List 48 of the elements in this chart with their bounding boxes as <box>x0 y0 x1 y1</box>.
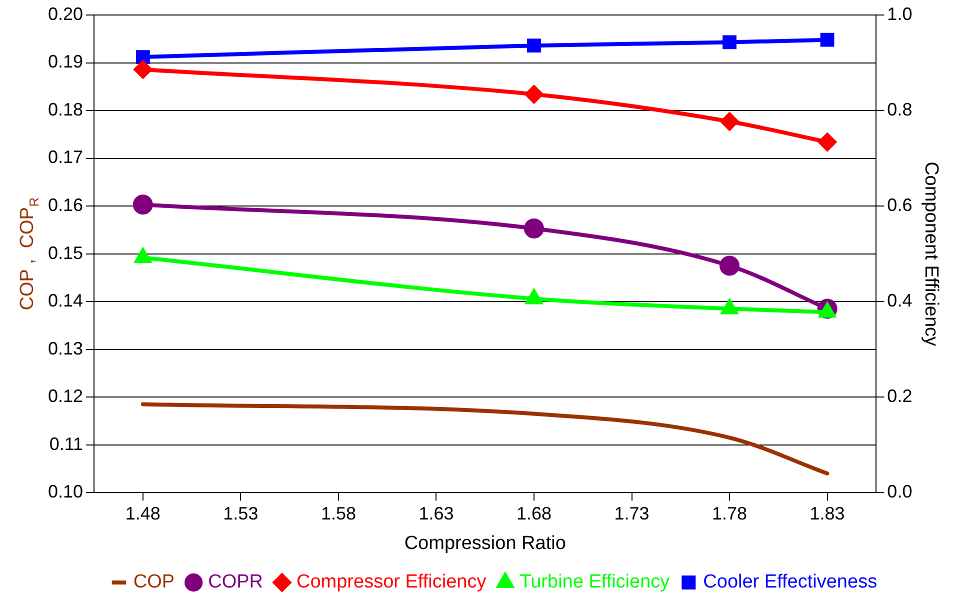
y-tick-label: 0.12 <box>48 386 84 406</box>
x-tick-label: 1.48 <box>125 503 160 524</box>
y-tick-label: 0.17 <box>48 147 84 168</box>
y2-tick-label: 0.4 <box>887 290 912 311</box>
x-tick-label: 1.63 <box>418 503 454 524</box>
y-tick-label: 0.13 <box>48 338 84 358</box>
point <box>526 290 542 304</box>
point <box>524 218 544 238</box>
y2-tick-label: 0.2 <box>887 386 912 406</box>
point <box>132 194 153 215</box>
point <box>820 32 834 47</box>
y-tick-label: 0.18 <box>48 99 84 120</box>
point <box>134 248 151 264</box>
y-tick-label: 0.19 <box>48 52 84 72</box>
y-tick-label: 0.16 <box>48 195 84 216</box>
x-tick-label: 1.58 <box>320 503 356 524</box>
x-tick-label: 1.53 <box>223 503 258 524</box>
y-tick-label: 0.11 <box>49 434 84 454</box>
point <box>524 85 543 104</box>
x-tick-label: 1.78 <box>712 503 748 524</box>
point <box>818 133 836 152</box>
x-axis-title: Compression Ratio <box>404 532 566 554</box>
point <box>722 35 736 50</box>
point <box>527 38 541 53</box>
point <box>721 300 738 314</box>
y2-tick-label: 0.0 <box>887 482 912 502</box>
legend-label: Compressor Efficiency <box>296 572 487 593</box>
point <box>136 50 150 64</box>
y-tick-label: 0.14 <box>48 290 84 311</box>
legend-label: COPR <box>208 572 264 593</box>
x-tick-label: 1.73 <box>614 503 650 524</box>
legend-label: COP <box>133 572 175 593</box>
line-series <box>140 402 830 476</box>
legend-label: Turbine Efficiency <box>520 572 670 593</box>
y-tick-label: 0.10 <box>48 482 84 502</box>
y2-tick-label: 0.8 <box>887 99 912 120</box>
legend-label: Cooler Effectiveness <box>703 572 878 593</box>
point <box>720 112 739 131</box>
y-tick-label: 0.20 <box>48 4 84 24</box>
x-tick-label: 1.83 <box>810 503 845 524</box>
y-axis-title: COP , COPR <box>17 197 42 310</box>
y-tick-label: 0.15 <box>48 242 84 263</box>
y2-axis-title: Component Efficiency <box>920 162 942 347</box>
point <box>720 256 740 276</box>
point <box>134 60 152 78</box>
y2-tick-label: 0.6 <box>887 195 912 216</box>
x-tick-label: 1.68 <box>516 503 552 524</box>
y2-tick-label: 1.0 <box>887 4 912 24</box>
